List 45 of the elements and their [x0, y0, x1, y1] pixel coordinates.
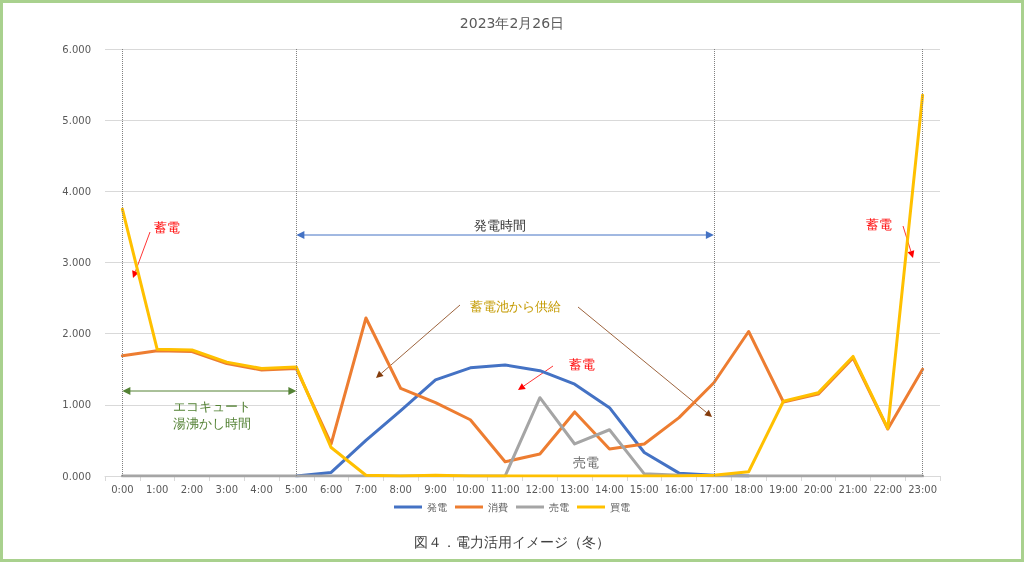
annotation: 蓄電	[569, 356, 595, 372]
x-tick-label: 18:00	[734, 483, 764, 495]
x-tick-label: 3:00	[215, 483, 239, 495]
annotation: 蓄電	[154, 219, 180, 235]
x-tick-label: 8:00	[389, 483, 412, 495]
caption: 図４．電力活用イメージ（冬）	[414, 534, 610, 550]
line-series	[120, 93, 925, 478]
y-tick-label: 4.000	[62, 185, 91, 197]
annotation: 蓄電	[866, 216, 892, 232]
x-tick-label: 2:00	[180, 483, 204, 495]
annotation: エコキュート湯沸かし時間	[173, 399, 251, 431]
x-tick-label: 5:00	[285, 483, 308, 495]
x-tick-label: 7:00	[354, 483, 378, 495]
x-tick-label: 13:00	[560, 483, 590, 495]
x-tick-label: 1:00	[145, 483, 169, 495]
x-tick-label: 17:00	[699, 483, 729, 495]
x-tick-label: 0:00	[111, 483, 134, 495]
x-tick-label: 16:00	[664, 483, 694, 495]
y-tick-label: 0.000	[62, 470, 91, 482]
x-tick-label: 19:00	[769, 483, 798, 495]
x-tick-label: 11:00	[490, 483, 520, 495]
legend-label: 買電	[610, 501, 630, 513]
x-tick-label: 22:00	[873, 483, 903, 495]
y-tick-label: 2.000	[62, 328, 91, 340]
annotation: 蓄電池から供給	[469, 298, 561, 314]
x-tick-label: 4:00	[250, 483, 273, 495]
x-tick-label: 9:00	[424, 483, 447, 495]
x-tick-label: 21:00	[838, 483, 868, 495]
x-tick-label: 23:00	[908, 483, 938, 495]
y-tick-label: 1.000	[62, 399, 91, 411]
x-tick-label: 14:00	[595, 483, 624, 495]
legend-label: 消費	[488, 501, 508, 513]
y-tick-label: 6.000	[62, 43, 91, 55]
legend-label: 発電	[427, 501, 447, 513]
x-tick-label: 15:00	[629, 483, 659, 495]
x-tick-label: 20:00	[803, 483, 833, 495]
annotation: 発電時間	[474, 217, 526, 233]
legend-label: 売電	[549, 501, 569, 513]
chart-title: 2023年2月26日	[459, 15, 565, 31]
y-tick-label: 3.000	[62, 257, 91, 268]
x-tick-label: 6:00	[319, 483, 343, 495]
annotation: 売電	[573, 454, 599, 470]
x-tick-label: 10:00	[455, 483, 485, 495]
y-tick-label: 5.000	[62, 114, 91, 126]
x-tick-label: 12:00	[525, 483, 555, 495]
